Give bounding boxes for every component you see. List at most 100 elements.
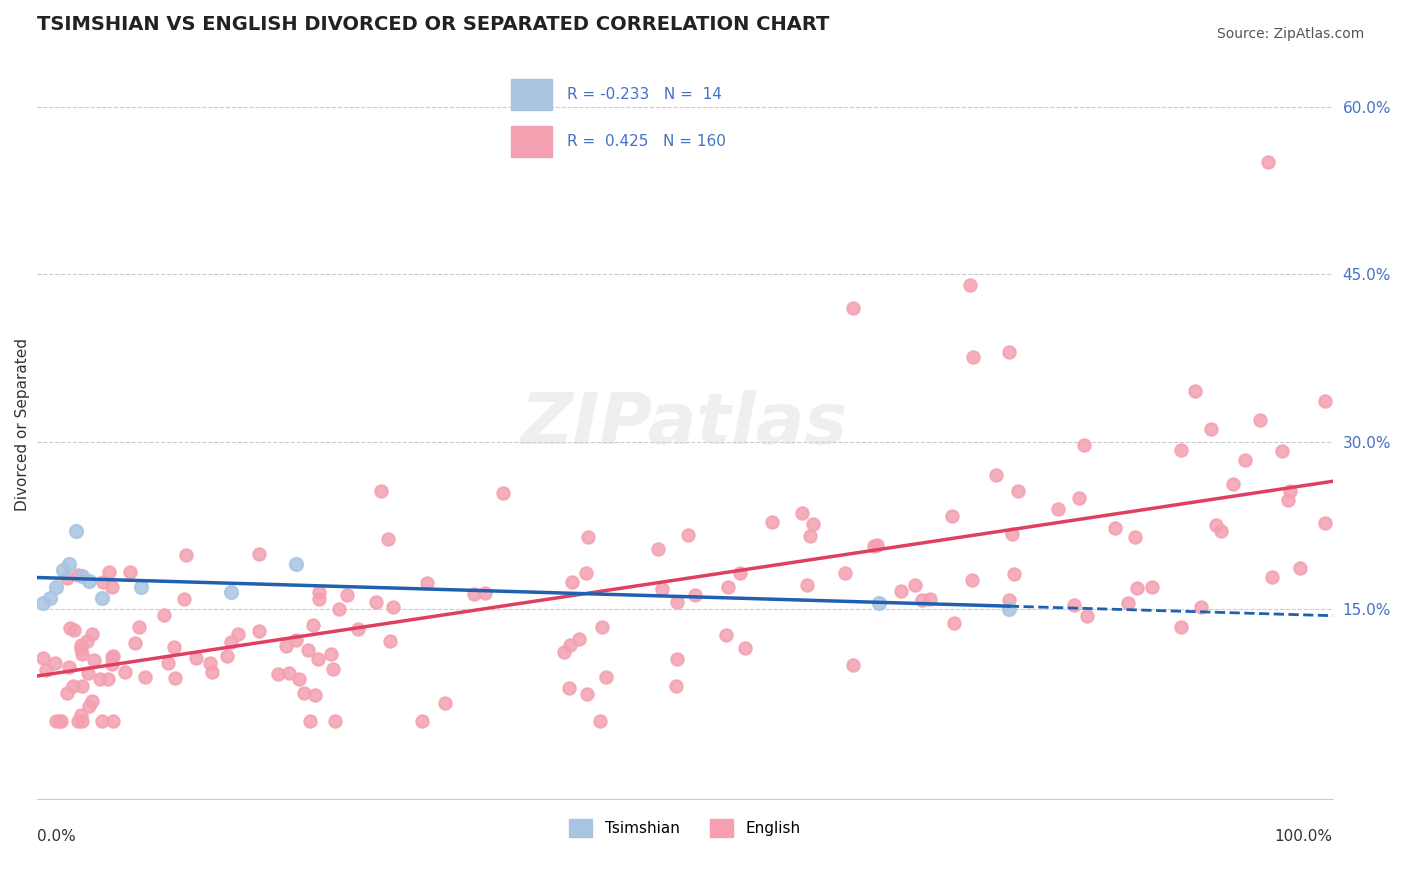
Point xyxy=(347,623,370,637)
Point xyxy=(249,624,271,639)
Text: R = -0.233   N =  14: R = -0.233 N = 14 xyxy=(568,87,723,102)
Point xyxy=(676,528,699,542)
Point xyxy=(308,584,330,599)
Point xyxy=(80,693,103,707)
Point xyxy=(380,633,402,648)
Point xyxy=(576,530,599,544)
Point xyxy=(67,714,90,728)
Point xyxy=(228,627,250,641)
Point xyxy=(56,571,79,585)
Point xyxy=(323,714,346,728)
Point xyxy=(1063,599,1085,613)
Point xyxy=(1209,524,1232,538)
Point xyxy=(58,660,80,674)
Point xyxy=(156,656,179,670)
Point xyxy=(1047,502,1070,516)
Point xyxy=(591,620,613,634)
Point xyxy=(76,633,98,648)
Point xyxy=(32,597,55,611)
Point xyxy=(91,574,114,589)
Point xyxy=(1278,483,1301,498)
Point xyxy=(918,592,941,607)
Point xyxy=(474,586,496,600)
Point xyxy=(80,627,103,641)
Point xyxy=(91,714,114,728)
Point xyxy=(1170,442,1192,457)
Point xyxy=(868,597,890,611)
Point xyxy=(1184,384,1206,399)
Point xyxy=(1140,580,1163,594)
Point xyxy=(561,575,583,590)
Point xyxy=(173,592,195,607)
Point xyxy=(45,714,67,728)
Point xyxy=(1170,619,1192,633)
Point xyxy=(221,585,243,599)
Point xyxy=(998,592,1021,607)
Point xyxy=(98,565,121,579)
Point xyxy=(198,657,221,671)
Point xyxy=(70,638,93,652)
Point xyxy=(66,568,89,582)
Point xyxy=(553,645,575,659)
Point xyxy=(267,667,290,681)
Point xyxy=(796,578,818,592)
Point xyxy=(35,663,58,677)
Point xyxy=(297,642,319,657)
Point xyxy=(863,540,886,554)
Point xyxy=(1277,493,1299,508)
Point xyxy=(1257,155,1279,169)
Point xyxy=(322,662,344,676)
Point xyxy=(308,592,330,607)
Point xyxy=(38,591,60,605)
FancyBboxPatch shape xyxy=(510,127,553,157)
Point xyxy=(370,483,392,498)
Point xyxy=(998,345,1021,359)
Point xyxy=(277,665,299,680)
Point xyxy=(201,665,224,680)
Point xyxy=(728,566,751,580)
Point xyxy=(89,672,111,686)
Point xyxy=(842,301,865,315)
Point xyxy=(285,632,308,647)
FancyBboxPatch shape xyxy=(510,79,553,110)
Point xyxy=(70,679,93,693)
Point xyxy=(1289,561,1312,575)
Point xyxy=(217,648,239,663)
Point xyxy=(1123,530,1146,544)
Point xyxy=(1315,516,1337,531)
Point xyxy=(1073,438,1095,452)
Point xyxy=(62,679,84,693)
Point xyxy=(184,651,207,665)
Point xyxy=(904,578,927,592)
Point xyxy=(801,516,824,531)
Point xyxy=(321,647,343,661)
Point xyxy=(163,671,186,685)
Point xyxy=(49,714,72,728)
Text: R =  0.425   N = 160: R = 0.425 N = 160 xyxy=(568,135,727,149)
Point xyxy=(247,547,270,561)
Point xyxy=(77,574,100,589)
Point xyxy=(959,278,981,293)
Legend: Tsimshian, English: Tsimshian, English xyxy=(564,813,807,844)
Point xyxy=(998,602,1021,616)
Point xyxy=(100,580,122,594)
Point xyxy=(377,532,399,546)
Point xyxy=(63,623,86,637)
Point xyxy=(72,647,94,661)
Point xyxy=(761,515,783,529)
Point xyxy=(101,649,124,664)
Point xyxy=(717,580,740,594)
Point xyxy=(1076,608,1098,623)
Point xyxy=(1249,413,1271,427)
Point xyxy=(984,467,1007,482)
Point xyxy=(70,708,93,723)
Point xyxy=(416,575,439,590)
Text: 100.0%: 100.0% xyxy=(1275,829,1333,844)
Text: ZIPatlas: ZIPatlas xyxy=(522,391,849,459)
Point xyxy=(1007,484,1029,499)
Point xyxy=(411,714,433,728)
Point xyxy=(90,591,112,605)
Point xyxy=(97,672,120,686)
Point xyxy=(219,635,242,649)
Point xyxy=(1199,422,1222,436)
